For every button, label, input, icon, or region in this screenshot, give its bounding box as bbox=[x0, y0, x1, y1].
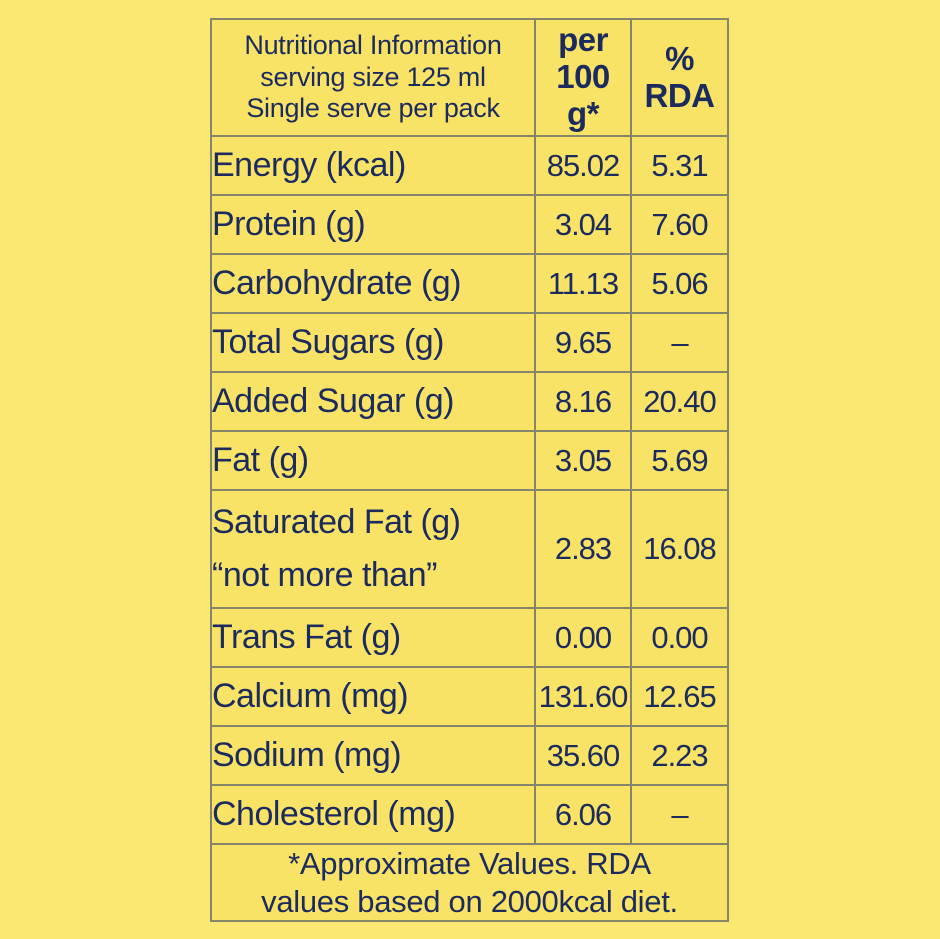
per100-value: 3.05 bbox=[534, 430, 632, 491]
nutrient-label: Cholesterol (mg) bbox=[210, 784, 536, 845]
per100-value: 3.04 bbox=[534, 194, 632, 255]
per100-value: 2.83 bbox=[534, 489, 632, 609]
nutrition-table: Nutritional Information serving size 125… bbox=[210, 18, 729, 922]
per100-value: 35.60 bbox=[534, 725, 632, 786]
nutrient-label: Sodium (mg) bbox=[210, 725, 536, 786]
table-row-cholesterol: Cholesterol (mg) 6.06 – bbox=[210, 784, 729, 845]
per100-value: 85.02 bbox=[534, 135, 632, 196]
nutrient-label: Carbohydrate (g) bbox=[210, 253, 536, 314]
rda-value: 12.65 bbox=[630, 666, 729, 727]
table-row-energy: Energy (kcal) 85.02 5.31 bbox=[210, 135, 729, 196]
per100-value: 0.00 bbox=[534, 607, 632, 668]
nutritional-info-header: Nutritional Information serving size 125… bbox=[210, 18, 536, 137]
table-row-protein: Protein (g) 3.04 7.60 bbox=[210, 194, 729, 255]
rda-value: 16.08 bbox=[630, 489, 729, 609]
nutrient-label: Protein (g) bbox=[210, 194, 536, 255]
nutrient-label: Trans Fat (g) bbox=[210, 607, 536, 668]
per100-value: 6.06 bbox=[534, 784, 632, 845]
table-row-carbohydrate: Carbohydrate (g) 11.13 5.06 bbox=[210, 253, 729, 314]
table-row-trans-fat: Trans Fat (g) 0.00 0.00 bbox=[210, 607, 729, 668]
nutrient-label: Saturated Fat (g) “not more than” bbox=[210, 489, 536, 609]
nutrient-label: Calcium (mg) bbox=[210, 666, 536, 727]
per100-value: 9.65 bbox=[534, 312, 632, 373]
nutrient-label: Energy (kcal) bbox=[210, 135, 536, 196]
table-row-total-sugars: Total Sugars (g) 9.65 – bbox=[210, 312, 729, 373]
table-row-calcium: Calcium (mg) 131.60 12.65 bbox=[210, 666, 729, 727]
rda-value: – bbox=[630, 784, 729, 845]
table-row-fat: Fat (g) 3.05 5.69 bbox=[210, 430, 729, 491]
nutrient-label: Added Sugar (g) bbox=[210, 371, 536, 432]
rda-value: 20.40 bbox=[630, 371, 729, 432]
nutrient-label: Total Sugars (g) bbox=[210, 312, 536, 373]
rda-header: % RDA bbox=[630, 18, 729, 137]
rda-value: 5.06 bbox=[630, 253, 729, 314]
rda-value: – bbox=[630, 312, 729, 373]
table-row-sodium: Sodium (mg) 35.60 2.23 bbox=[210, 725, 729, 786]
rda-value: 5.31 bbox=[630, 135, 729, 196]
table-row-saturated-fat: Saturated Fat (g) “not more than” 2.83 1… bbox=[210, 489, 729, 609]
nutrient-label: Fat (g) bbox=[210, 430, 536, 491]
table-footer-row: *Approximate Values. RDA values based on… bbox=[210, 843, 729, 922]
approximate-values-footnote: *Approximate Values. RDA values based on… bbox=[210, 843, 729, 922]
rda-value: 7.60 bbox=[630, 194, 729, 255]
per100-value: 8.16 bbox=[534, 371, 632, 432]
table-row-added-sugar: Added Sugar (g) 8.16 20.40 bbox=[210, 371, 729, 432]
rda-value: 2.23 bbox=[630, 725, 729, 786]
table-header-row: Nutritional Information serving size 125… bbox=[210, 18, 729, 137]
per100-value: 131.60 bbox=[534, 666, 632, 727]
rda-value: 0.00 bbox=[630, 607, 729, 668]
per-100g-header: per 100 g* bbox=[534, 18, 632, 137]
rda-value: 5.69 bbox=[630, 430, 729, 491]
per100-value: 11.13 bbox=[534, 253, 632, 314]
